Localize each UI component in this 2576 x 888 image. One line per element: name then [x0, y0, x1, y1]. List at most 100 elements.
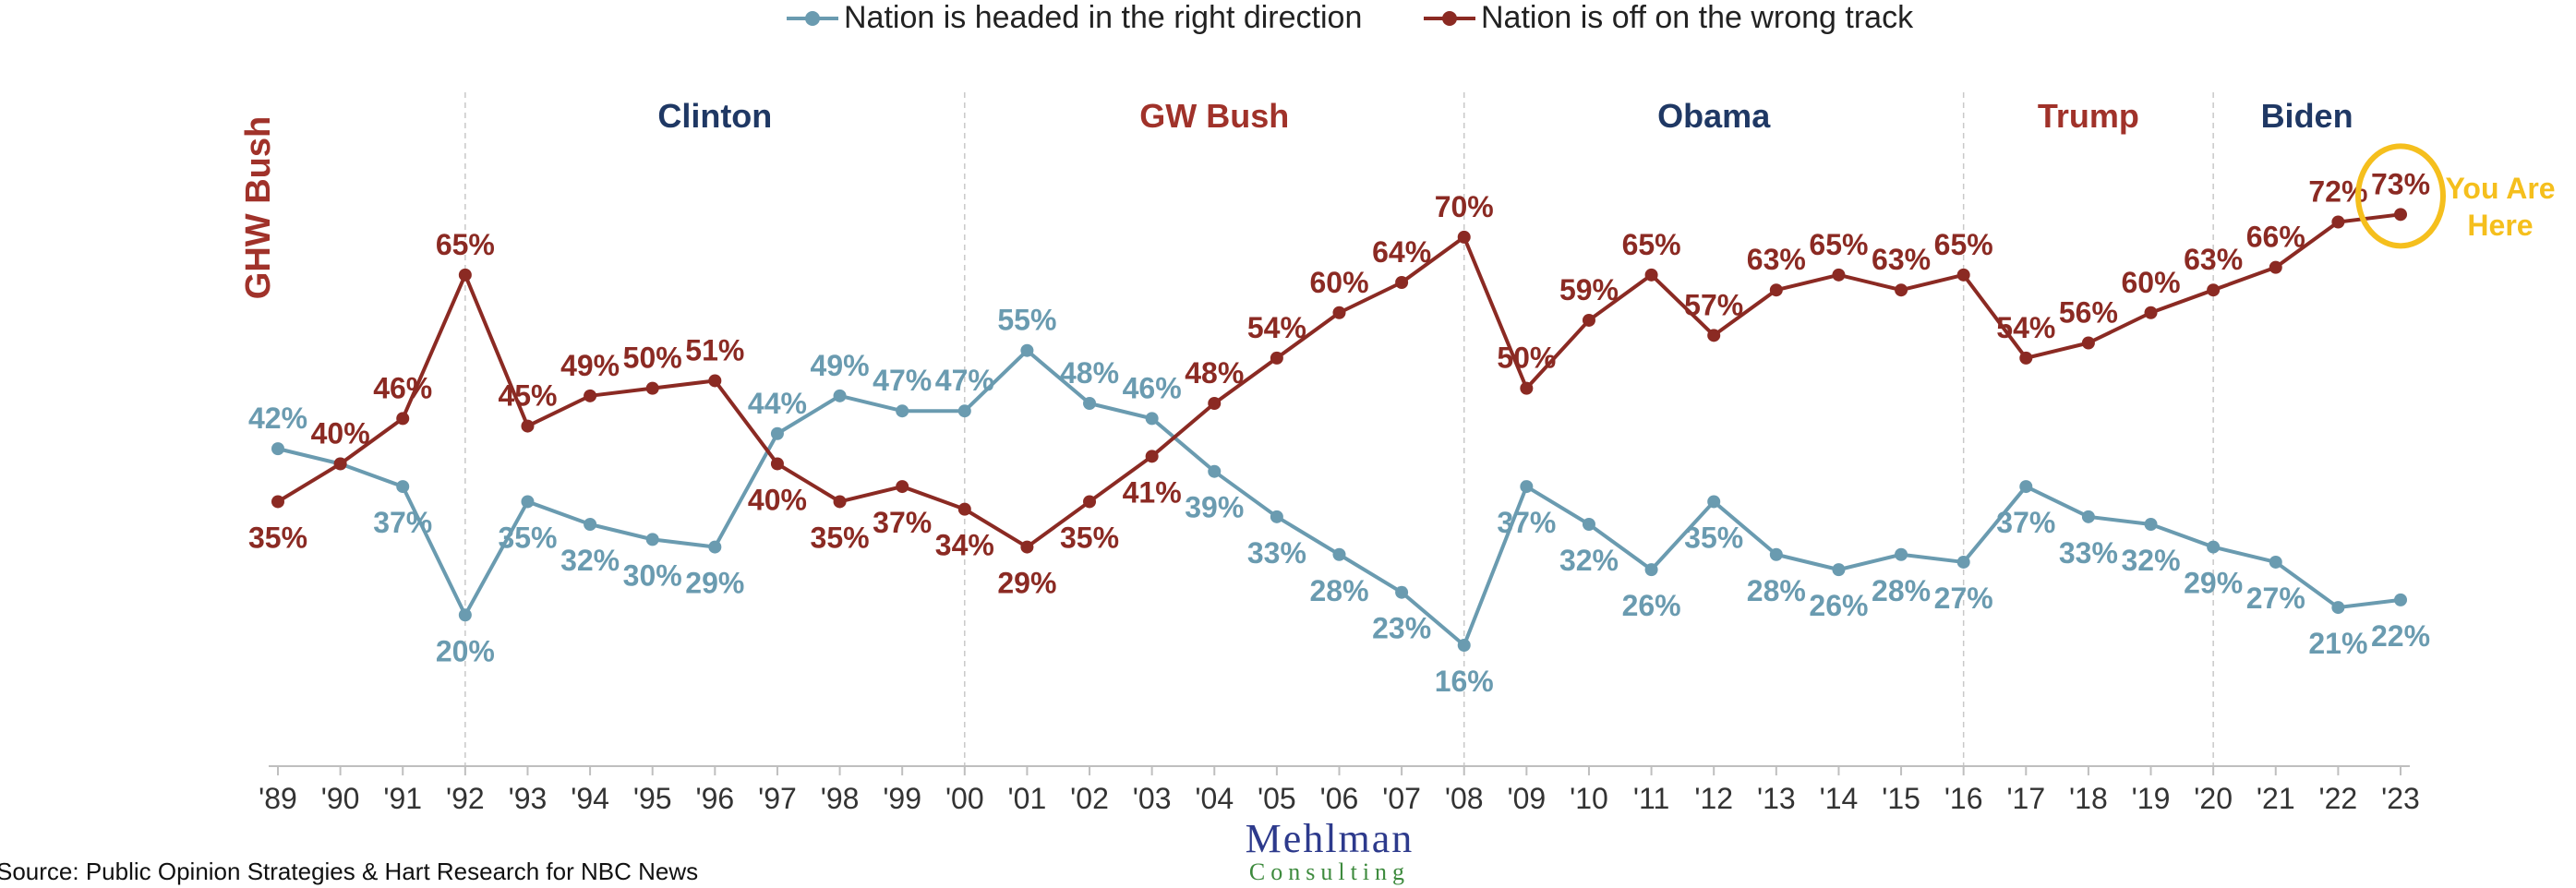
right-direction-point — [1395, 585, 1409, 599]
x-tick-label: '89 — [259, 782, 297, 815]
x-tick-label: '10 — [1570, 782, 1608, 815]
wrong-track-label: 51% — [685, 333, 744, 366]
right-direction-label: 27% — [1934, 582, 1993, 615]
you-are-here-text: You Are — [2445, 172, 2555, 205]
wrong-track-point — [2144, 306, 2158, 319]
wrong-track-point — [2269, 260, 2282, 274]
wrong-track-point — [458, 268, 472, 282]
x-tick-label: '14 — [1820, 782, 1859, 815]
wrong-track-label: 40% — [748, 484, 807, 517]
wrong-track-label: 60% — [2122, 266, 2181, 299]
logo-bottom-text: Consulting — [1248, 858, 1411, 885]
wrong-track-point — [1083, 495, 1097, 509]
president-label: Biden — [2261, 97, 2353, 135]
wrong-track-label: 73% — [2371, 167, 2430, 200]
wrong-track-label: 66% — [2246, 221, 2305, 254]
wrong-track-label: 65% — [1622, 228, 1681, 261]
right-direction-point — [2019, 480, 2033, 494]
wrong-track-label: 35% — [1060, 521, 1119, 554]
wrong-track-point — [833, 495, 847, 509]
wrong-track-point — [396, 412, 410, 426]
right-direction-label: 37% — [1996, 506, 2055, 539]
wrong-track-point — [1145, 450, 1159, 463]
x-tick-label: '18 — [2069, 782, 2108, 815]
right-direction-point — [2331, 601, 2345, 615]
wrong-track-label: 70% — [1435, 190, 1494, 223]
x-tick-label: '21 — [2257, 782, 2295, 815]
x-tick-label: '91 — [383, 782, 422, 815]
x-tick-label: '13 — [1757, 782, 1796, 815]
right-direction-point — [2394, 593, 2407, 606]
wrong-track-point — [896, 480, 909, 494]
wrong-track-point — [1332, 306, 1346, 319]
right-direction-label: 35% — [498, 521, 557, 554]
wrong-track-point — [1707, 329, 1721, 342]
right-direction-label: 39% — [1185, 491, 1244, 524]
right-direction-point — [1832, 563, 1846, 577]
x-tick-label: '23 — [2381, 782, 2420, 815]
wrong-track-label: 46% — [373, 371, 432, 404]
logo-top-text: Mehlman — [1245, 816, 1414, 861]
wrong-track-point — [1208, 397, 1222, 410]
x-tick-label: '01 — [1008, 782, 1047, 815]
right-direction-label: 37% — [1497, 506, 1556, 539]
wrong-track-label: 59% — [1559, 273, 1619, 306]
legend-item-right-direction: Nation is headed in the right direction — [787, 0, 1362, 36]
wrong-track-point — [2394, 208, 2407, 222]
x-tick-label: '93 — [509, 782, 548, 815]
right-direction-label: 33% — [2059, 536, 2118, 570]
wrong-track-label: 35% — [811, 521, 870, 554]
right-direction-point — [1020, 343, 1034, 357]
wrong-track-point — [1832, 268, 1846, 282]
right-direction-point — [1644, 563, 1658, 577]
right-direction-label: 42% — [248, 402, 307, 435]
x-tick-label: '98 — [821, 782, 860, 815]
wrong-track-label: 65% — [1809, 228, 1868, 261]
right-direction-point — [396, 480, 410, 494]
wrong-track-point — [1895, 283, 1908, 297]
wrong-track-point — [521, 419, 535, 433]
legend-item-wrong-track: Nation is off on the wrong track — [1424, 0, 1913, 36]
president-label: Trump — [2038, 97, 2139, 135]
legend-label-wrong-track: Nation is off on the wrong track — [1481, 0, 1914, 35]
wrong-track-label: 35% — [248, 521, 307, 554]
x-tick-label: '06 — [1320, 782, 1359, 815]
right-direction-point — [1083, 397, 1097, 410]
right-direction-label: 28% — [1747, 574, 1806, 607]
x-tick-label: '17 — [2006, 782, 2045, 815]
right-direction-label: 26% — [1622, 589, 1681, 622]
you-are-here-text: Here — [2467, 209, 2533, 242]
wrong-track-point — [1270, 351, 1283, 365]
wrong-track-label: 40% — [311, 417, 370, 450]
wrong-track-point — [708, 374, 722, 388]
wrong-track-label: 41% — [1123, 475, 1182, 509]
right-direction-label: 55% — [997, 304, 1056, 337]
legend-swatch-right-direction — [787, 9, 838, 28]
right-direction-point — [957, 404, 971, 418]
right-direction-point — [1520, 480, 1534, 494]
right-direction-label: 23% — [1372, 612, 1431, 645]
legend-swatch-wrong-track — [1424, 9, 1475, 28]
right-direction-label: 32% — [560, 544, 620, 577]
x-tick-label: '20 — [2194, 782, 2233, 815]
wrong-track-point — [2019, 351, 2033, 365]
x-tick-label: '12 — [1694, 782, 1733, 815]
x-tick-label: '90 — [321, 782, 360, 815]
x-tick-label: '19 — [2132, 782, 2171, 815]
x-tick-label: '22 — [2319, 782, 2358, 815]
right-direction-label: 16% — [1435, 665, 1494, 698]
wrong-track-label: 63% — [1872, 243, 1931, 276]
right-direction-point — [1707, 495, 1721, 509]
president-label: GHW Bush — [239, 116, 278, 299]
wrong-track-label: 48% — [1185, 356, 1244, 390]
wrong-track-label: 60% — [1309, 266, 1368, 299]
right-direction-point — [708, 540, 722, 554]
right-direction-label: 49% — [811, 349, 870, 382]
wrong-track-label: 45% — [498, 379, 557, 413]
wrong-track-point — [1769, 283, 1783, 297]
x-tick-label: '03 — [1133, 782, 1172, 815]
you-are-here-circle — [2355, 143, 2446, 249]
right-direction-point — [770, 426, 784, 440]
right-direction-point — [2081, 510, 2095, 523]
president-label: Obama — [1657, 97, 1771, 135]
